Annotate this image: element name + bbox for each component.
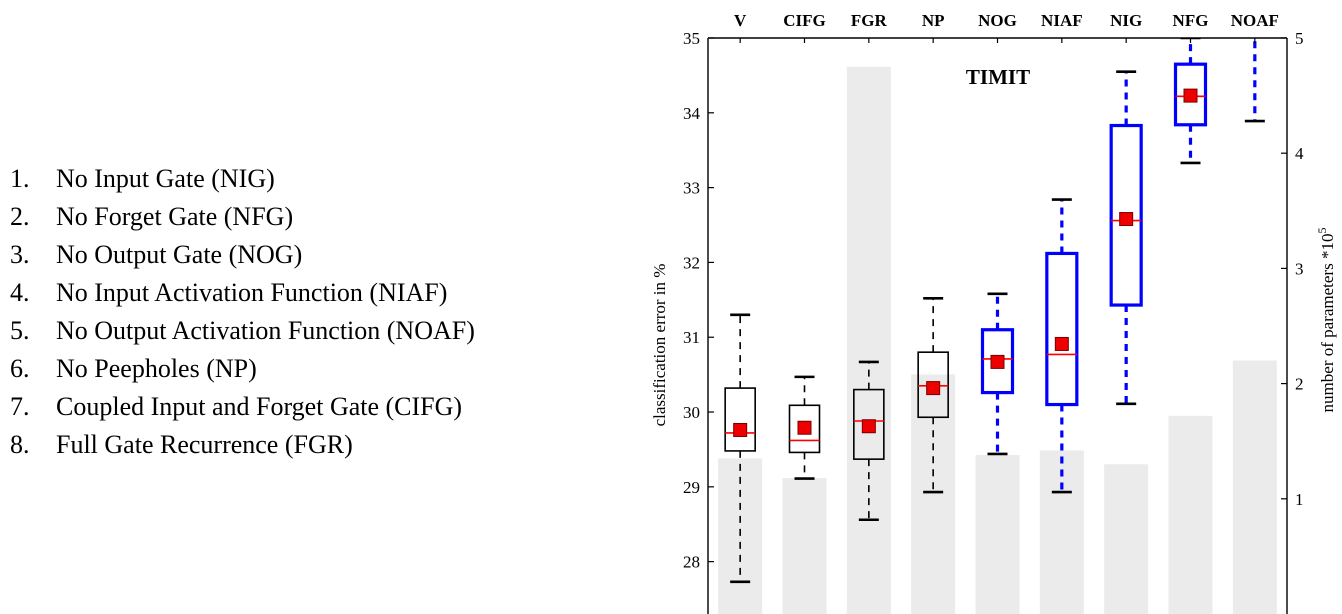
parameter-bar-nig	[1104, 464, 1149, 614]
chart-title: TIMIT	[966, 65, 1030, 89]
variant-label: No Peepholes (NP)	[56, 354, 257, 383]
category-label-v: V	[734, 11, 747, 30]
iqr-box	[1109, 123, 1143, 307]
iqr-box	[1045, 251, 1079, 407]
y-tick-label: 31	[683, 328, 700, 347]
variant-number: 6.	[10, 354, 30, 383]
variant-list-item: 4. No Input Activation Function (NIAF)	[10, 274, 475, 312]
y-tick-label: 35	[683, 29, 700, 48]
parameter-bar-cifg	[782, 478, 827, 614]
variant-list-item: 5. No Output Activation Function (NOAF)	[10, 312, 475, 350]
category-label-nog: NOG	[978, 11, 1017, 30]
variant-label: Full Gate Recurrence (FGR)	[56, 430, 353, 459]
boxplot-nfg	[1173, 38, 1208, 165]
variant-number: 1.	[10, 164, 30, 193]
mean-marker	[990, 354, 1005, 369]
boxplot-v	[724, 313, 756, 584]
y-axis-label: classification error in %	[650, 264, 669, 427]
boxplot-cifg	[788, 375, 821, 480]
y2-axis-label: number of parameters *105	[1315, 228, 1337, 413]
variant-list-item: 2. No Forget Gate (NFG)	[10, 198, 475, 236]
mean-marker	[1183, 88, 1198, 103]
y-tick-label: 28	[683, 553, 700, 572]
mean-marker	[797, 420, 812, 435]
variant-list: 1. No Input Gate (NIG) 2. No Forget Gate (N…	[10, 160, 475, 464]
variant-list-item: 1. No Input Gate (NIG)	[10, 160, 475, 198]
y-tick-label: 34	[683, 104, 701, 123]
y-tick-label: 33	[683, 179, 700, 198]
mean-marker	[861, 419, 876, 434]
y-tick-label: 29	[683, 478, 700, 497]
variant-number: 5.	[10, 316, 30, 345]
variant-number: 8.	[10, 430, 30, 459]
boxplot-nig	[1109, 70, 1143, 406]
y2-axis-label-exponent: 5	[1315, 228, 1329, 234]
boxplot-fgr	[853, 360, 885, 522]
iqr-box	[980, 328, 1015, 395]
parameter-bar-v	[718, 458, 763, 614]
y2-tick-label: 3	[1295, 259, 1304, 278]
variant-list-item: 7. Coupled Input and Forget Gate (CIFG)	[10, 388, 475, 426]
variant-label: No Input Activation Function (NIAF)	[56, 278, 448, 307]
iqr-box	[1173, 62, 1208, 127]
iqr-box	[853, 388, 885, 460]
y2-tick-label: 4	[1295, 144, 1304, 163]
boxplot-np	[917, 297, 949, 494]
category-label-noaf: NOAF	[1231, 11, 1279, 30]
variant-label: No Output Gate (NOG)	[56, 240, 303, 269]
variant-number: 4.	[10, 278, 30, 307]
category-label-cifg: CIFG	[783, 11, 826, 30]
variant-number: 2.	[10, 202, 30, 231]
parameter-bar-nog	[975, 455, 1020, 614]
mean-marker	[1119, 212, 1134, 227]
iqr-box	[724, 387, 756, 452]
boxplot-nog	[980, 292, 1015, 456]
variant-label: Coupled Input and Forget Gate (CIFG)	[56, 392, 463, 421]
variant-label: No Output Activation Function (NOAF)	[56, 316, 475, 345]
category-label-fgr: FGR	[851, 11, 888, 30]
category-label-np: NP	[922, 11, 945, 30]
variant-number: 7.	[10, 392, 30, 421]
y2-tick-label: 2	[1295, 375, 1304, 394]
variant-list-item: 6. No Peepholes (NP)	[10, 350, 475, 388]
y-tick-label: 30	[683, 403, 700, 422]
category-label-nfg: NFG	[1173, 11, 1209, 30]
parameter-bar-fgr	[846, 66, 891, 614]
y-tick-label: 32	[683, 253, 700, 272]
y2-axis-label-text: number of parameters *10	[1318, 234, 1337, 413]
category-label-niaf: NIAF	[1041, 11, 1083, 30]
variant-list-item: 3. No Output Gate (NOG)	[10, 236, 475, 274]
variant-label: No Input Gate (NIG)	[56, 164, 275, 193]
parameter-bar-noaf	[1232, 360, 1277, 614]
mean-marker	[1054, 336, 1069, 351]
iqr-box	[917, 351, 949, 419]
iqr-box	[788, 404, 821, 454]
variant-number: 3.	[10, 240, 30, 269]
mean-marker	[733, 422, 748, 437]
parameter-bar-niaf	[1039, 450, 1084, 614]
boxplot-niaf	[1045, 198, 1079, 494]
variant-label: No Forget Gate (NFG)	[56, 202, 294, 231]
parameter-bar-nfg	[1168, 415, 1213, 614]
y2-tick-label: 5	[1295, 29, 1304, 48]
category-label-nig: NIG	[1110, 11, 1142, 30]
variant-list-item: 8. Full Gate Recurrence (FGR)	[10, 426, 475, 464]
y2-tick-label: 1	[1295, 490, 1304, 509]
mean-marker	[926, 381, 941, 396]
